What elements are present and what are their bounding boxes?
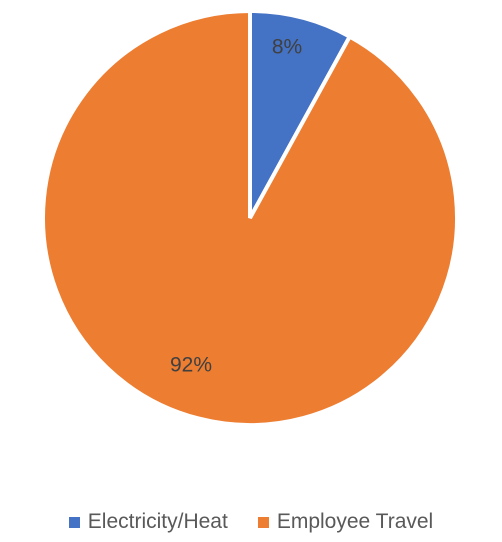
legend-swatch-electricity-heat (68, 516, 80, 528)
legend-item-electricity-heat: Electricity/Heat (68, 510, 228, 534)
legend-label-employee-travel: Employee Travel (276, 510, 434, 533)
legend-label-electricity-heat: Electricity/Heat (87, 510, 228, 533)
legend: Electricity/Heat Employee Travel (0, 502, 502, 542)
legend-item-employee-travel: Employee Travel (257, 510, 434, 534)
pie-plot-area: 8% 92% (41, 8, 459, 427)
pie-slice-employee-travel (41, 8, 459, 427)
legend-swatch-employee-travel (257, 516, 269, 528)
data-label-electricity-heat: 8% (272, 36, 302, 59)
data-label-employee-travel: 92% (170, 354, 212, 377)
pie-slice-electricity-heat (248, 8, 353, 219)
